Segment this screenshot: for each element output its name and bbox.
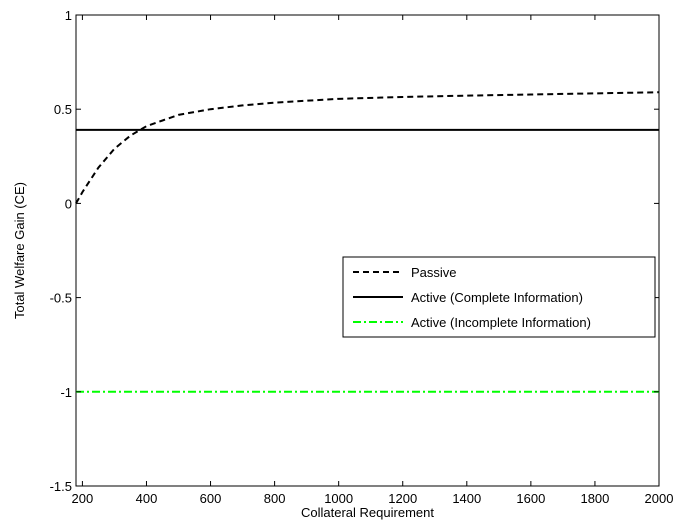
y-tick-label: 0 xyxy=(65,196,72,211)
y-tick-label: -1.5 xyxy=(50,479,72,494)
y-tick-label: 0.5 xyxy=(54,102,72,117)
y-tick-label: -0.5 xyxy=(50,291,72,306)
x-tick-label: 1200 xyxy=(388,491,417,506)
x-tick-label: 2000 xyxy=(645,491,674,506)
series-line xyxy=(75,91,660,204)
y-axis-label: Total Welfare Gain (CE) xyxy=(12,182,27,319)
ticks-layer: 200 400 600 800 1000 1200 1400 1600 1800 2000 1 0.5… xyxy=(50,8,674,506)
legend-entry-label: Passive xyxy=(411,265,457,280)
plot-frame xyxy=(75,14,660,487)
x-tick-label: 1400 xyxy=(452,491,481,506)
x-tick-label: 1800 xyxy=(580,491,609,506)
x-tick-label: 800 xyxy=(264,491,286,506)
x-tick-label: 400 xyxy=(136,491,158,506)
legend-entry-label: Active (Complete Information) xyxy=(411,290,583,305)
y-tick-label: -1 xyxy=(60,385,72,400)
y-tick-label: 1 xyxy=(65,8,72,23)
legend: Passive Active (Complete Information) Acti… xyxy=(342,256,656,338)
x-tick-label: 200 xyxy=(72,491,94,506)
legend-entry-label: Active (Incomplete Information) xyxy=(411,315,591,330)
x-tick-label: 600 xyxy=(200,491,222,506)
x-axis-label: Collateral Requirement xyxy=(301,505,434,520)
plot-area xyxy=(75,14,660,487)
x-tick-label: 1600 xyxy=(516,491,545,506)
x-tick-label: 1000 xyxy=(324,491,353,506)
series-layer xyxy=(75,91,660,393)
